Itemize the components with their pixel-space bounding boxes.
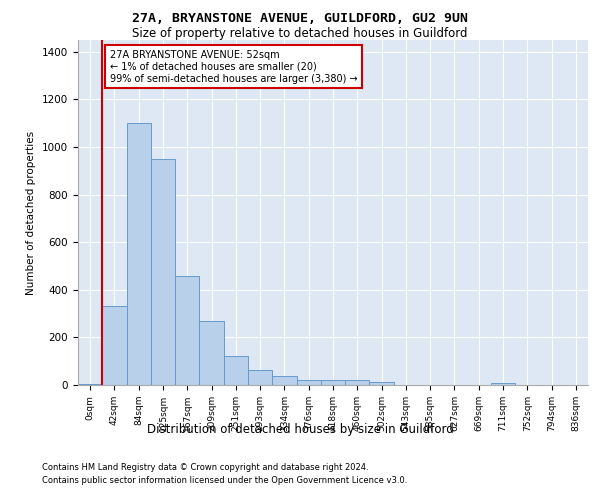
Bar (272, 376, 296, 385)
Bar (78, 384, 102, 385)
Bar (224, 356, 248, 385)
Bar (248, 370, 272, 385)
Y-axis label: Number of detached properties: Number of detached properties (26, 130, 37, 294)
Bar (491, 382, 515, 385)
Text: 27A BRYANSTONE AVENUE: 52sqm
← 1% of detached houses are smaller (20)
99% of sem: 27A BRYANSTONE AVENUE: 52sqm ← 1% of det… (110, 50, 358, 84)
Bar (199, 321, 224, 385)
Text: 27A, BRYANSTONE AVENUE, GUILDFORD, GU2 9UN: 27A, BRYANSTONE AVENUE, GUILDFORD, GU2 9… (132, 12, 468, 26)
Bar (151, 159, 175, 385)
Bar (370, 382, 394, 385)
Bar (321, 380, 345, 385)
Text: Contains public sector information licensed under the Open Government Licence v3: Contains public sector information licen… (42, 476, 407, 485)
Bar (345, 380, 370, 385)
Bar (175, 276, 199, 385)
Bar (102, 306, 127, 385)
Text: Distribution of detached houses by size in Guildford: Distribution of detached houses by size … (146, 422, 454, 436)
Text: Size of property relative to detached houses in Guildford: Size of property relative to detached ho… (132, 28, 468, 40)
Bar (296, 380, 321, 385)
Text: Contains HM Land Registry data © Crown copyright and database right 2024.: Contains HM Land Registry data © Crown c… (42, 462, 368, 471)
Bar (127, 124, 151, 385)
